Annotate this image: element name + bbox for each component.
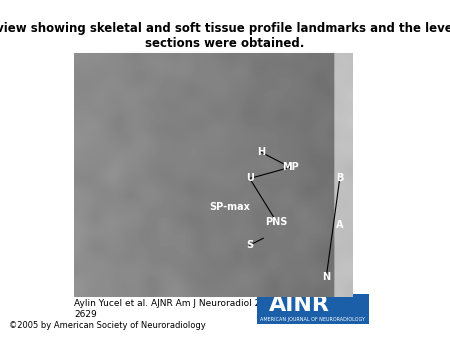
Text: AINR: AINR: [269, 295, 330, 315]
Bar: [74, 51, 353, 297]
Text: PNS: PNS: [266, 217, 288, 227]
Text: U: U: [246, 173, 254, 184]
Bar: [256, 294, 369, 324]
Text: A: A: [336, 220, 343, 230]
Text: H: H: [257, 147, 265, 157]
Text: S: S: [246, 240, 253, 250]
Text: Level 1: Level 1: [83, 178, 123, 188]
Text: B: B: [336, 173, 343, 184]
Text: Lateral scout view showing skeletal and soft tissue profile landmarks and the le: Lateral scout view showing skeletal and …: [0, 22, 450, 50]
Text: SP-max: SP-max: [209, 202, 250, 212]
Text: Aylin Yucel et al. AJNR Am J Neuroradiol 2005;26:2624-
2629: Aylin Yucel et al. AJNR Am J Neuroradiol…: [74, 299, 321, 318]
Text: N: N: [322, 272, 330, 282]
Text: MP: MP: [282, 162, 299, 172]
Text: ©2005 by American Society of Neuroradiology: ©2005 by American Society of Neuroradiol…: [9, 320, 206, 330]
Text: AMERICAN JOURNAL OF NEURORADIOLOGY: AMERICAN JOURNAL OF NEURORADIOLOGY: [260, 316, 365, 321]
Text: Level 2: Level 2: [83, 208, 123, 218]
